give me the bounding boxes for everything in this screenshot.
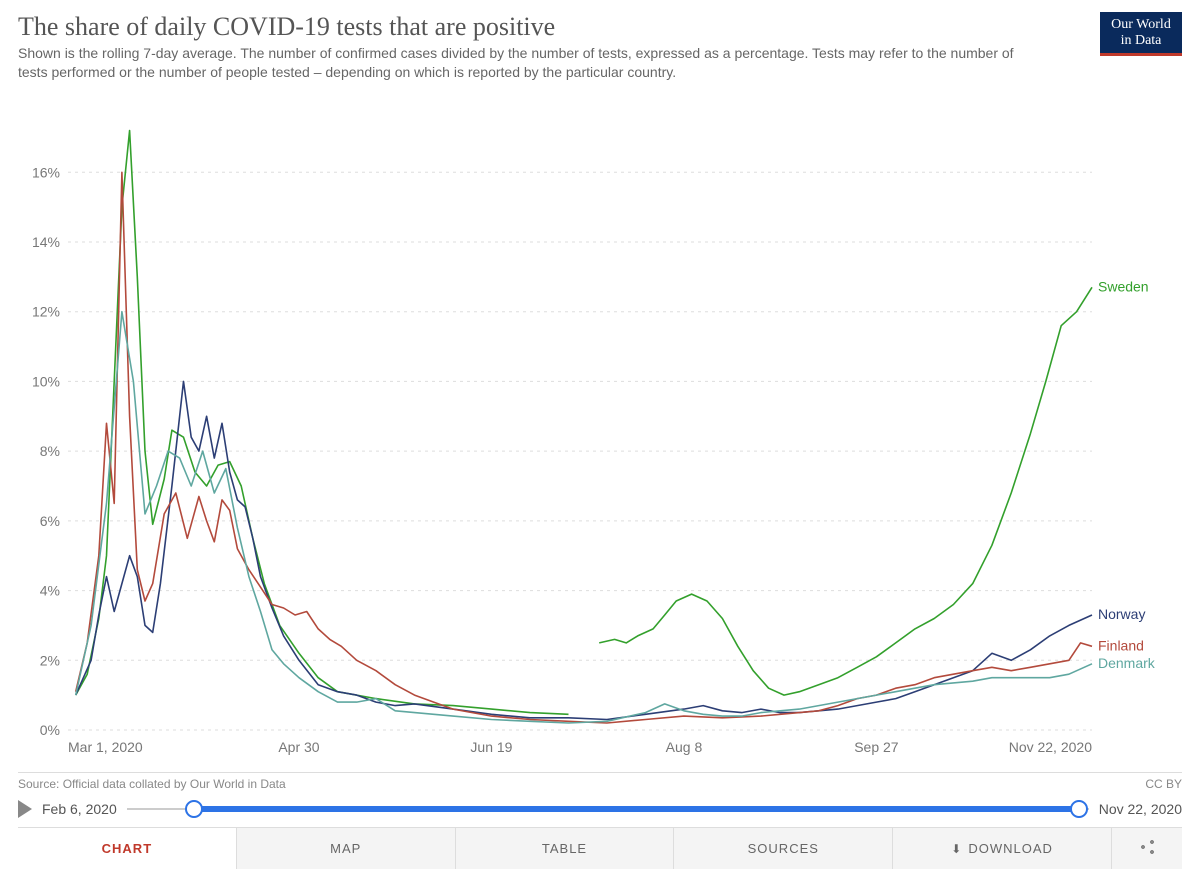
logo-line2: in Data [1121, 33, 1162, 48]
svg-text:Finland: Finland [1098, 637, 1144, 653]
slider-handle-start[interactable] [185, 800, 203, 818]
svg-text:12%: 12% [32, 303, 60, 319]
owid-logo[interactable]: Our World in Data [1100, 12, 1182, 56]
license-text[interactable]: CC BY [1145, 777, 1182, 791]
svg-text:16%: 16% [32, 164, 60, 180]
tab-table[interactable]: TABLE [456, 828, 675, 869]
chart-subtitle: Shown is the rolling 7-day average. The … [18, 44, 1018, 82]
logo-line1: Our World [1111, 17, 1171, 32]
svg-text:4%: 4% [40, 582, 60, 598]
chart-title: The share of daily COVID-19 tests that a… [18, 12, 1100, 42]
svg-text:Sweden: Sweden [1098, 278, 1149, 294]
svg-text:Aug 8: Aug 8 [666, 739, 703, 755]
tab-sources[interactable]: SOURCES [674, 828, 893, 869]
svg-text:Norway: Norway [1098, 606, 1145, 622]
chart-plot[interactable]: 0% 2% 4% 6% 8% 10% 12% 14% 16% Mar 1, 2020 Apr 30 J… [18, 90, 1182, 770]
svg-text:0%: 0% [40, 722, 60, 738]
svg-text:Nov 22, 2020: Nov 22, 2020 [1009, 739, 1092, 755]
tab-share[interactable] [1112, 828, 1182, 869]
tab-chart[interactable]: CHART [18, 828, 237, 869]
timeline-slider[interactable] [127, 799, 1089, 819]
download-icon [951, 841, 962, 856]
svg-text:14%: 14% [32, 234, 60, 250]
share-icon [1140, 840, 1154, 857]
svg-text:Jun 19: Jun 19 [470, 739, 512, 755]
svg-text:10%: 10% [32, 373, 60, 389]
tab-download[interactable]: DOWNLOAD [893, 828, 1112, 869]
svg-text:8%: 8% [40, 443, 60, 459]
svg-text:Mar 1, 2020: Mar 1, 2020 [68, 739, 143, 755]
svg-text:2%: 2% [40, 652, 60, 668]
svg-text:Denmark: Denmark [1098, 655, 1156, 671]
slider-handle-end[interactable] [1070, 800, 1088, 818]
svg-text:6%: 6% [40, 513, 60, 529]
tabs: CHART MAP TABLE SOURCES DOWNLOAD [18, 827, 1182, 869]
svg-text:Apr 30: Apr 30 [278, 739, 319, 755]
play-icon[interactable] [18, 800, 32, 818]
timeline-start-label[interactable]: Feb 6, 2020 [42, 801, 117, 817]
timeline-end-label[interactable]: Nov 22, 2020 [1099, 801, 1182, 817]
tab-map[interactable]: MAP [237, 828, 456, 869]
svg-text:Sep 27: Sep 27 [854, 739, 899, 755]
source-text: Source: Official data collated by Our Wo… [18, 777, 286, 791]
